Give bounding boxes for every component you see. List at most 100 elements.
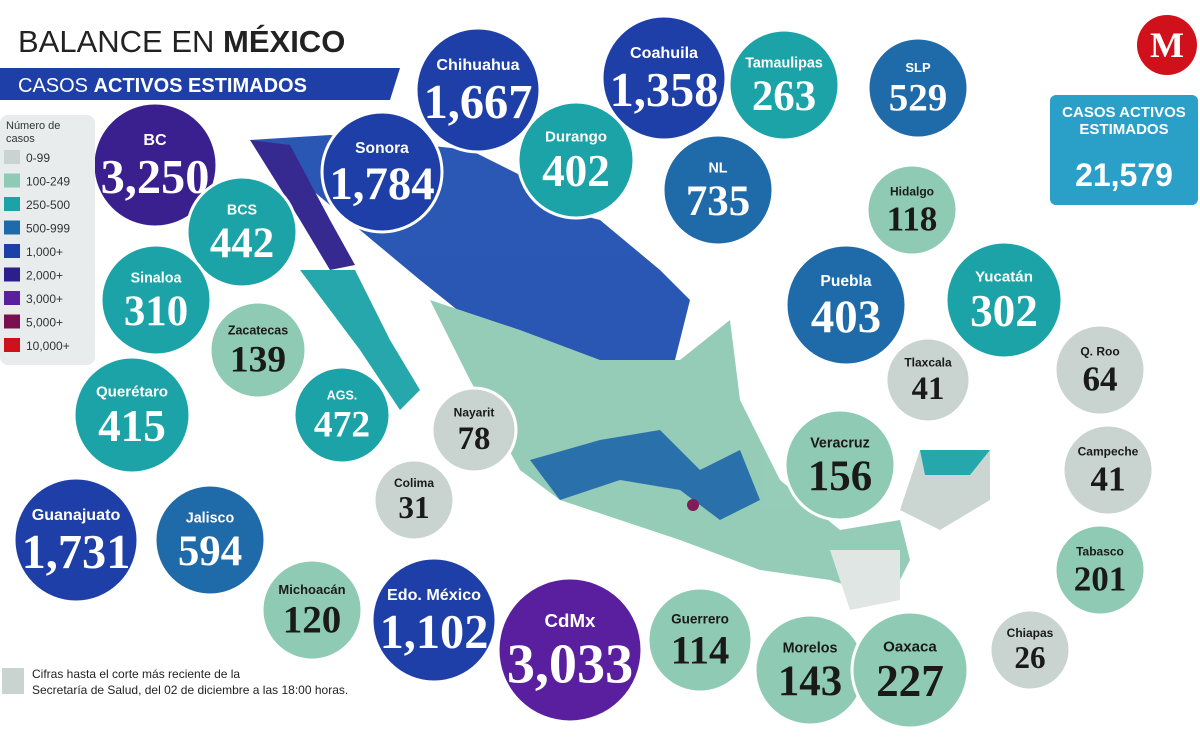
legend-box (0, 115, 95, 365)
state-bubble: Zacatecas 139 (208, 300, 308, 400)
state-value: 143 (778, 658, 842, 705)
state-bubble: Guanajuato 1,731 (12, 476, 140, 604)
subtitle: CASOS ACTIVOS ESTIMADOS (18, 75, 307, 97)
bubble (153, 483, 267, 597)
state-bubble: Morelos 143 (753, 613, 867, 727)
legend-swatch (4, 267, 20, 282)
state-name: Querétaro (96, 383, 168, 400)
state-value: 529 (889, 77, 948, 120)
state-value: 1,358 (610, 64, 719, 117)
bubble (72, 355, 192, 475)
state-bubble: Tamaulipas 263 (727, 28, 841, 142)
state-name: Tabasco (1076, 545, 1124, 559)
state-value: 3,033 (507, 633, 633, 695)
state-name: Puebla (820, 273, 871, 290)
state-name: CdMx (545, 610, 597, 631)
state-bubble: AGS. 472 (292, 365, 392, 465)
state-name: Jalisco (186, 510, 235, 526)
legend: Número de casos 0-99 100-249 250-500 500-999… (4, 120, 70, 353)
bubble (866, 36, 970, 140)
footnote: Secretaría de Salud, del 02 de diciembre… (32, 683, 348, 697)
state-value: 310 (124, 288, 188, 335)
state-value: 118 (887, 199, 938, 238)
legend-label: 10,000+ (26, 339, 70, 353)
state-name: NL (708, 160, 727, 176)
state-value: 78 (458, 421, 491, 457)
legend-title: Número de casos (6, 120, 61, 145)
map-chiapas (830, 550, 900, 610)
state-value: 1,102 (380, 606, 489, 659)
legend-swatch (4, 173, 20, 188)
state-value: 201 (1074, 559, 1127, 598)
bubble (727, 28, 841, 142)
bubble (430, 386, 518, 474)
state-name: Michoacán (278, 582, 345, 597)
state-value: 139 (230, 340, 286, 381)
title-a: BALANCE EN (18, 24, 223, 59)
bubble (865, 163, 959, 257)
state-bubble: Jalisco 594 (153, 483, 267, 597)
bubble (12, 476, 140, 604)
state-value: 1,731 (22, 526, 131, 579)
state-value: 403 (811, 291, 881, 343)
state-value: 1,667 (424, 76, 533, 129)
state-value: 31 (398, 490, 429, 525)
state-value: 402 (542, 146, 610, 196)
legend-label: 3,000+ (26, 292, 63, 306)
bubble (1053, 523, 1147, 617)
state-value: 64 (1082, 359, 1117, 398)
bubble (99, 243, 213, 357)
legend-swatch (4, 338, 20, 352)
legend-swatch (4, 291, 20, 305)
state-bubble: Coahuila 1,358 (600, 14, 728, 142)
state-value: 41 (912, 371, 945, 407)
legend-swatch (4, 220, 20, 235)
footnote-swatch (2, 668, 24, 694)
state-value: 302 (970, 286, 1038, 336)
state-value: 120 (283, 599, 342, 642)
state-value: 3,250 (101, 151, 210, 204)
bubble (516, 100, 636, 220)
bubble (1053, 323, 1147, 417)
map-west (530, 430, 760, 520)
state-value: 415 (98, 401, 166, 451)
state-value: 735 (686, 178, 750, 225)
footnote: Cifras hasta el corte más reciente de la (32, 667, 240, 681)
state-name: Oaxaca (883, 638, 937, 655)
total-value: 21,579 (1075, 157, 1173, 193)
state-value: 114 (671, 627, 730, 672)
title: BALANCE EN MÉXICO (18, 24, 345, 59)
state-name: Zacatecas (228, 324, 288, 338)
state-name: Veracruz (810, 435, 870, 451)
state-name: Colima (394, 476, 434, 490)
state-name: SLP (905, 60, 931, 75)
bubble (372, 458, 456, 542)
state-name: Yucatán (975, 268, 1033, 285)
bubble (850, 610, 970, 730)
state-value: 472 (314, 405, 370, 446)
subtitle-a: CASOS (18, 75, 94, 97)
bubble (600, 14, 728, 142)
legend-label: 5,000+ (26, 316, 63, 330)
legend-label: 0-99 (26, 151, 50, 165)
bubble (496, 576, 644, 724)
map-yuc-state (920, 450, 990, 475)
map-bcs (300, 270, 420, 410)
state-name: BCS (227, 202, 257, 218)
state-value: 227 (876, 656, 944, 706)
state-value: 26 (1014, 640, 1045, 675)
state-value: 156 (808, 453, 872, 500)
state-name: Edo. México (387, 586, 481, 604)
